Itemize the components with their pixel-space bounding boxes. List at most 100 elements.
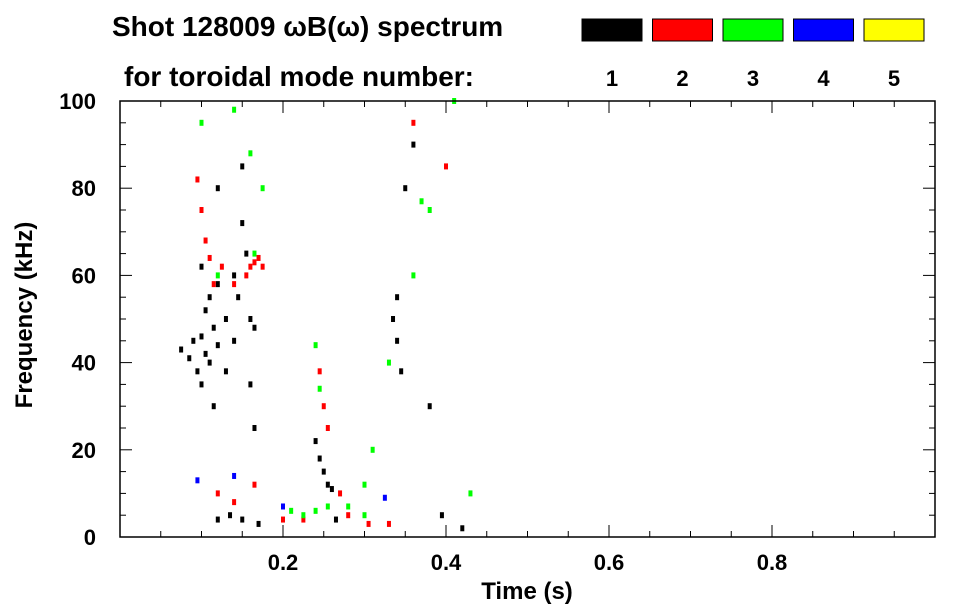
y-tick-label: 20 <box>72 438 96 463</box>
data-point-mode-1-0 <box>179 346 184 353</box>
x-tick-label: 0.6 <box>594 550 625 575</box>
data-point-mode-1-29 <box>228 512 233 519</box>
plot-points <box>179 98 473 532</box>
data-point-mode-3-6 <box>313 342 318 349</box>
data-point-mode-4-1 <box>232 472 237 479</box>
title-group: Shot 128009 ωB(ω) spectrum for toroidal … <box>112 11 503 92</box>
axis-tick-labels: 0.2 0.4 0.6 0.8 0 20 40 60 80 100 <box>59 89 787 575</box>
data-point-mode-2-20 <box>338 490 343 497</box>
data-point-mode-3-18 <box>419 198 424 205</box>
data-point-mode-1-12 <box>211 403 216 410</box>
data-point-mode-1-25 <box>248 381 253 388</box>
data-point-mode-1-15 <box>215 185 220 192</box>
data-point-mode-1-20 <box>236 294 241 301</box>
data-point-mode-2-17 <box>317 368 322 375</box>
data-point-mode-1-45 <box>439 512 444 519</box>
data-point-mode-1-32 <box>313 438 318 445</box>
chart-title-line1: Shot 128009 ωB(ω) spectrum <box>112 11 503 42</box>
legend-label-mode-1: 1 <box>606 66 618 91</box>
data-point-mode-3-12 <box>346 503 351 510</box>
legend-swatch-mode-1 <box>581 18 643 42</box>
data-point-mode-1-46 <box>460 525 465 532</box>
data-point-mode-1-13 <box>215 342 220 349</box>
data-point-mode-1-40 <box>395 337 400 344</box>
data-point-mode-3-0 <box>199 119 204 126</box>
y-tick-label: 0 <box>84 525 96 550</box>
x-tick-label: 0.4 <box>431 550 462 575</box>
data-point-mode-1-4 <box>199 333 204 340</box>
data-point-mode-3-21 <box>468 490 473 497</box>
data-point-mode-3-13 <box>362 512 367 519</box>
data-point-mode-3-15 <box>370 446 375 453</box>
data-point-mode-1-30 <box>240 516 245 523</box>
y-tick-label: 40 <box>72 351 96 376</box>
legend-swatch-mode-2 <box>652 18 713 42</box>
data-point-mode-3-9 <box>301 512 306 519</box>
x-axis-label: Time (s) <box>481 578 573 605</box>
data-point-mode-1-33 <box>317 455 322 462</box>
data-point-mode-2-6 <box>244 272 249 279</box>
data-point-mode-2-23 <box>386 520 391 527</box>
data-point-mode-3-14 <box>362 481 367 488</box>
data-point-mode-1-31 <box>256 520 261 527</box>
data-point-mode-3-11 <box>325 503 330 510</box>
y-tick-label: 100 <box>59 89 96 114</box>
data-point-mode-1-21 <box>240 220 245 227</box>
data-point-mode-3-7 <box>317 385 322 392</box>
data-point-mode-2-4 <box>211 281 216 288</box>
data-point-mode-3-4 <box>252 250 257 257</box>
data-point-mode-2-16 <box>301 516 306 523</box>
data-point-mode-1-19 <box>232 272 237 279</box>
y-axis-label: Frequency (kHz) <box>11 222 38 409</box>
data-point-mode-1-44 <box>427 403 432 410</box>
data-point-mode-1-11 <box>211 324 216 331</box>
data-point-mode-2-5 <box>219 263 224 270</box>
data-point-mode-1-23 <box>244 250 249 257</box>
legend-label-mode-4: 4 <box>817 66 830 91</box>
data-point-mode-3-19 <box>427 207 432 213</box>
data-point-mode-2-10 <box>260 263 265 270</box>
data-point-mode-3-3 <box>260 185 265 192</box>
y-tick-label: 60 <box>72 263 96 288</box>
data-point-mode-2-9 <box>256 254 261 261</box>
data-point-mode-2-2 <box>203 237 208 244</box>
data-point-mode-2-24 <box>411 119 416 126</box>
axis-ticks <box>120 100 935 538</box>
legend-swatch-mode-3 <box>722 18 784 42</box>
data-point-mode-1-28 <box>215 516 220 523</box>
data-point-mode-1-14 <box>215 281 220 288</box>
x-tick-label: 0.2 <box>268 550 299 575</box>
data-point-mode-3-1 <box>232 106 237 113</box>
legend-label-mode-3: 3 <box>747 66 759 91</box>
data-point-mode-1-9 <box>207 359 212 366</box>
data-point-mode-1-37 <box>333 516 338 523</box>
data-point-mode-1-26 <box>252 324 257 331</box>
legend: 1 2 3 4 5 <box>581 18 925 91</box>
data-point-mode-1-36 <box>329 486 334 493</box>
data-point-mode-1-39 <box>395 294 400 301</box>
x-tick-label: 0.8 <box>757 550 788 575</box>
data-point-mode-2-7 <box>248 263 253 270</box>
data-point-mode-2-14 <box>252 481 257 488</box>
data-point-mode-1-1 <box>187 355 192 362</box>
data-point-mode-2-25 <box>444 163 448 170</box>
legend-swatch-mode-5 <box>863 18 925 42</box>
data-point-mode-3-16 <box>386 359 391 366</box>
data-point-mode-3-10 <box>313 507 318 514</box>
data-point-mode-4-3 <box>382 494 387 501</box>
data-point-mode-1-6 <box>199 263 204 270</box>
data-point-mode-2-19 <box>325 425 330 431</box>
data-point-mode-3-2 <box>248 150 253 157</box>
data-point-mode-3-17 <box>411 272 416 279</box>
data-point-mode-2-13 <box>232 499 237 506</box>
data-point-mode-2-3 <box>207 254 212 261</box>
data-point-mode-1-3 <box>195 368 200 375</box>
data-point-mode-4-0 <box>195 477 200 484</box>
data-point-mode-1-42 <box>403 185 408 192</box>
data-point-mode-1-41 <box>399 368 404 375</box>
legend-label-mode-2: 2 <box>676 66 688 91</box>
data-point-mode-1-22 <box>240 163 245 170</box>
data-point-mode-2-22 <box>366 520 371 527</box>
data-point-mode-2-0 <box>195 176 200 183</box>
